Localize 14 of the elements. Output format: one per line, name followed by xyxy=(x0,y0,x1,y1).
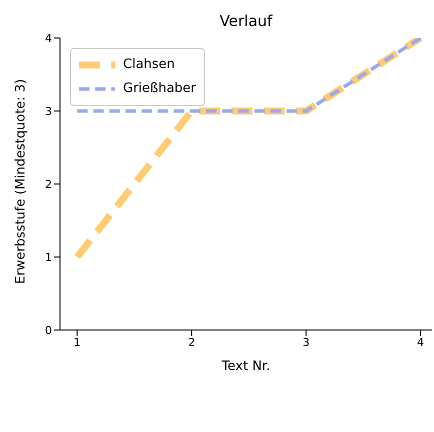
y-tick-label: 1 xyxy=(45,250,52,264)
y-tick-label: 3 xyxy=(45,104,52,118)
y-axis-title: Erwerbsstufe (Mindestquote: 3) xyxy=(14,78,29,284)
chart-title: Verlauf xyxy=(220,12,274,30)
legend-label: Clahsen xyxy=(123,56,175,74)
y-tick-label: 4 xyxy=(45,32,52,45)
x-axis-title: Text Nr. xyxy=(220,359,270,374)
x-tick-label: 3 xyxy=(302,336,310,349)
y-tick-label: 2 xyxy=(45,178,52,191)
x-tick-label: 4 xyxy=(417,336,424,349)
y-tick-label: 0 xyxy=(45,324,52,337)
x-tick-label: 2 xyxy=(188,336,196,349)
x-tick-label: 1 xyxy=(74,336,81,349)
legend-label: Grießhaber xyxy=(123,80,196,98)
